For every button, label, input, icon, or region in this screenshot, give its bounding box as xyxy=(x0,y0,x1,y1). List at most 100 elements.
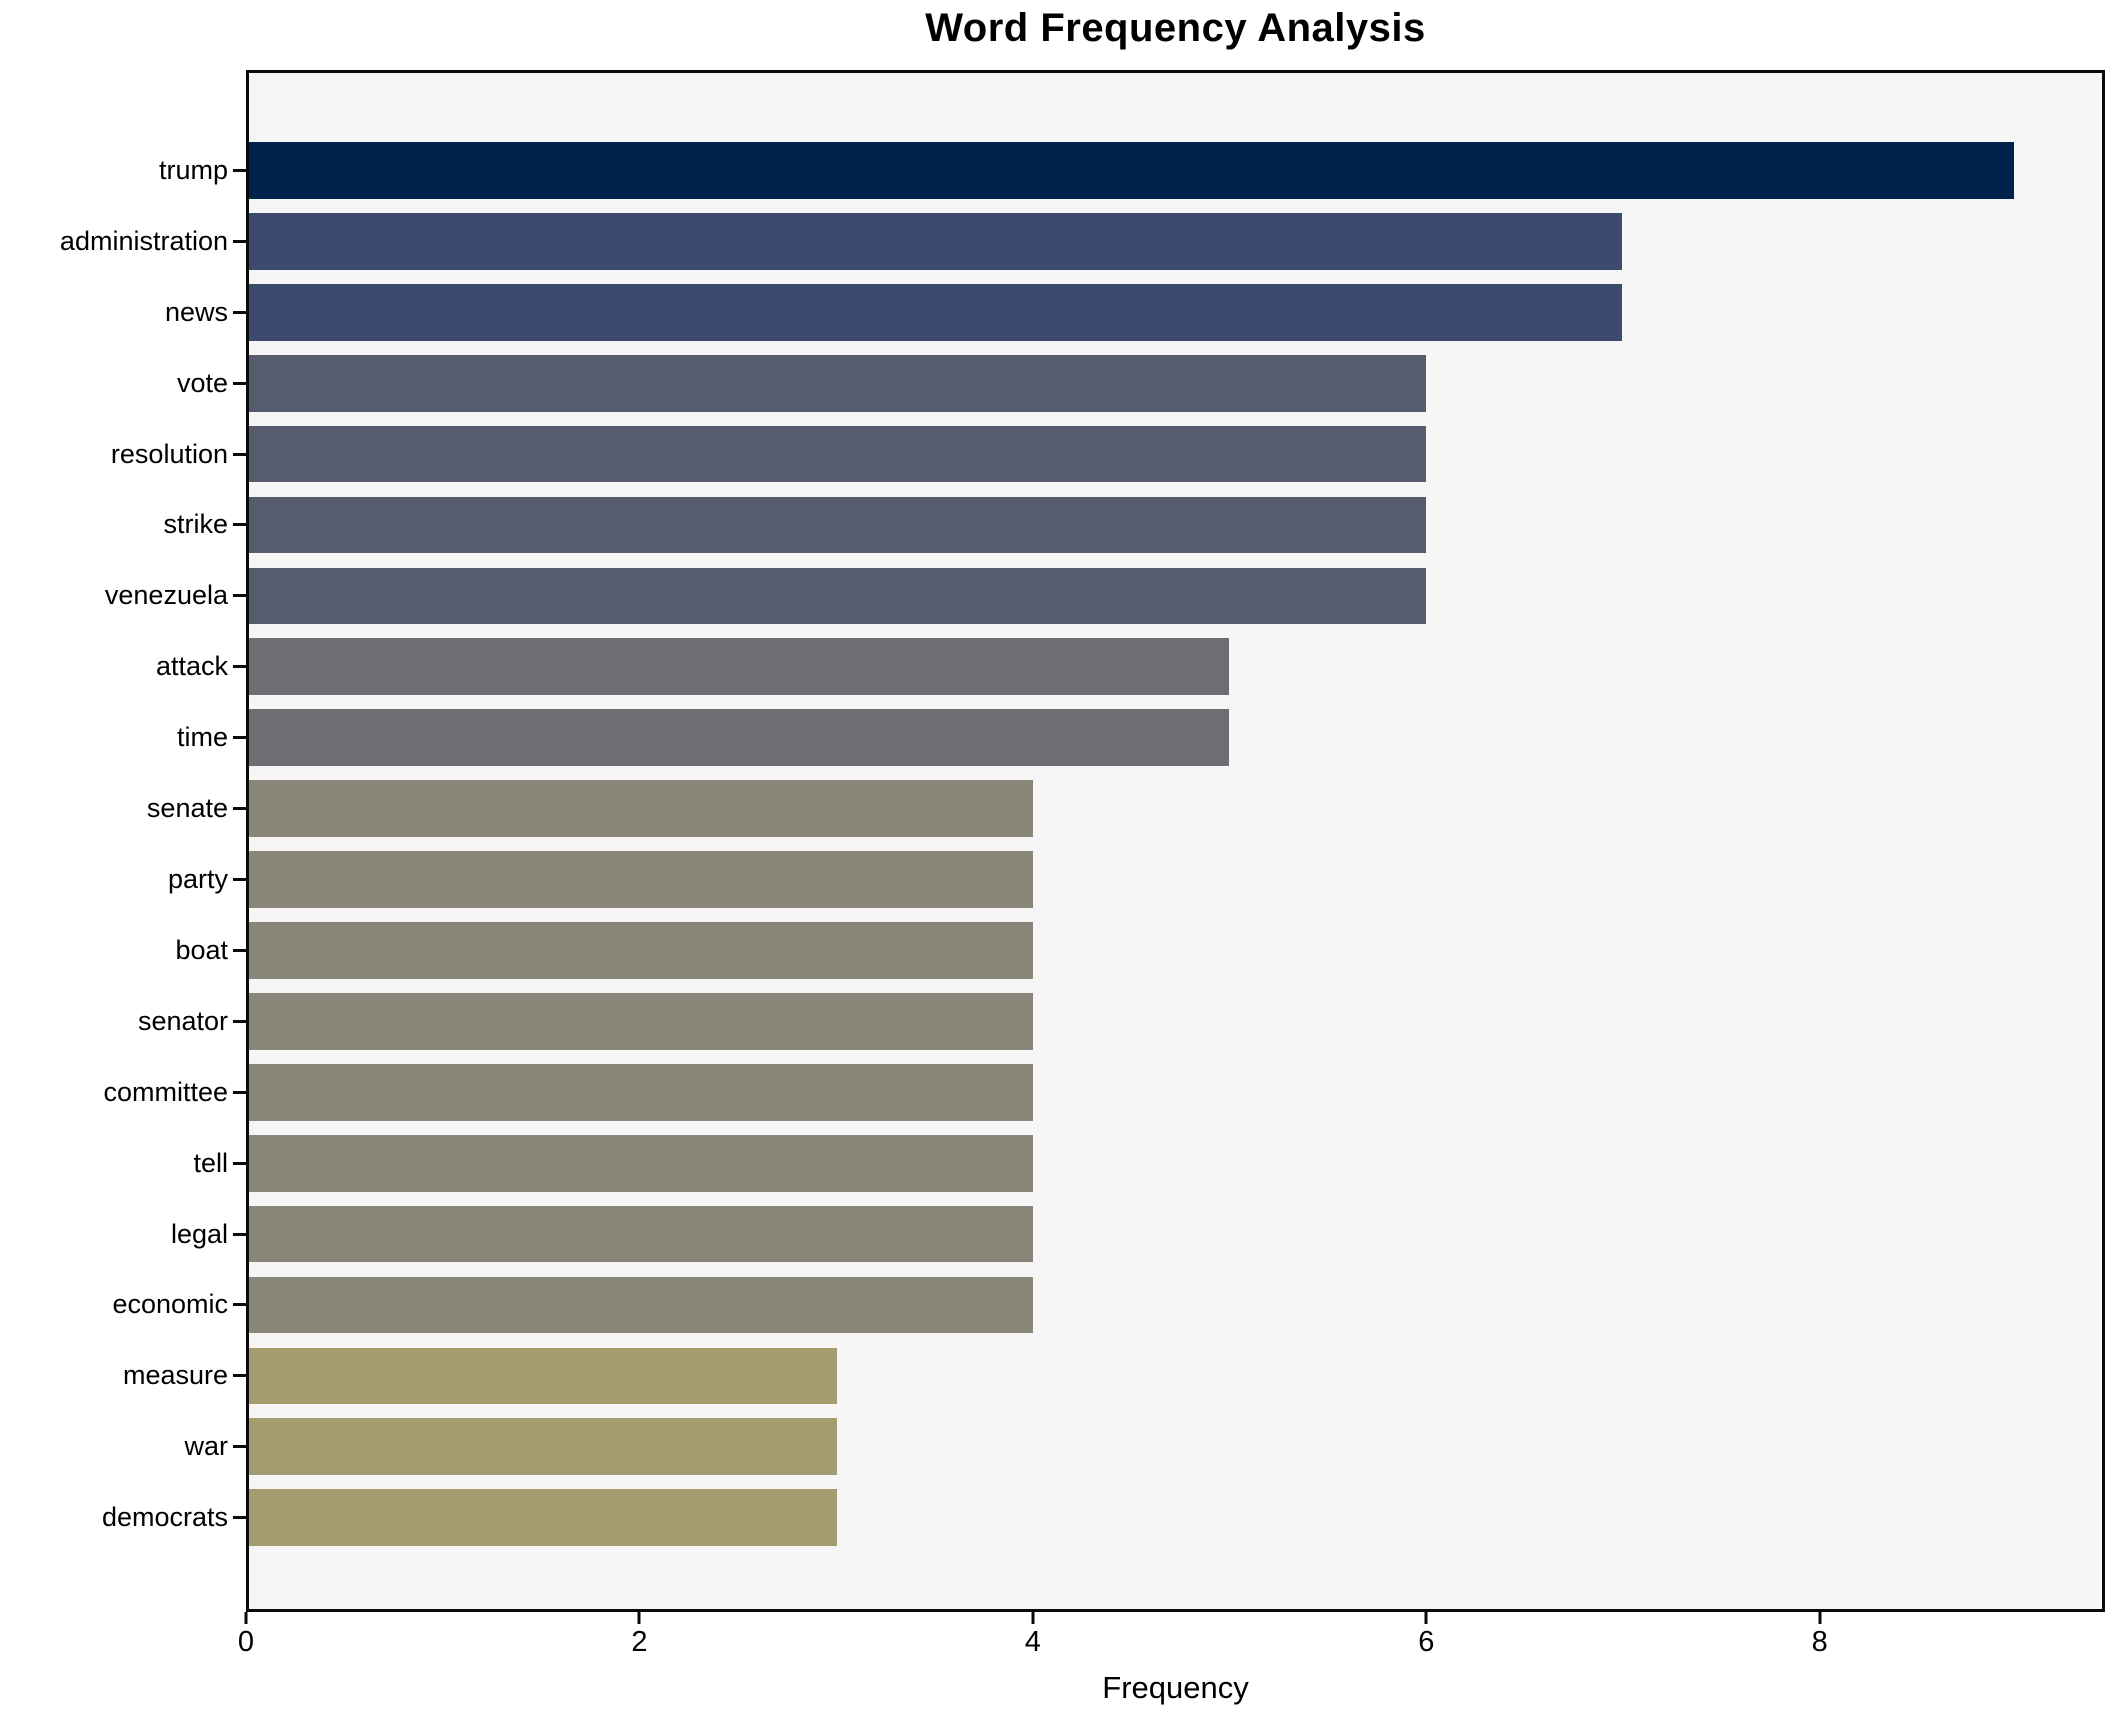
bar-row xyxy=(249,1411,2102,1482)
y-tick-label: time xyxy=(176,722,228,753)
bar-tell xyxy=(249,1134,1034,1192)
y-tick-mark xyxy=(233,1019,246,1023)
y-tick-label: strike xyxy=(163,509,228,540)
bar-row xyxy=(249,135,2102,206)
bar-time xyxy=(249,709,1230,767)
bar-row xyxy=(249,915,2102,986)
y-tick-mark xyxy=(233,665,246,669)
y-tick-mark xyxy=(233,381,246,385)
bar-row xyxy=(249,986,2102,1057)
bar-row xyxy=(249,1199,2102,1270)
y-tick-row xyxy=(233,915,246,986)
y-tick-label-row: democrats xyxy=(0,1482,230,1553)
y-tick-label: economic xyxy=(112,1289,228,1320)
x-tick-mark xyxy=(244,1612,248,1624)
y-tick-label: democrats xyxy=(101,1502,228,1533)
y-tick-mark xyxy=(233,310,246,314)
y-tick-label: attack xyxy=(155,651,228,682)
x-axis-tick-labels: 0 2 4 6 8 xyxy=(238,1626,2105,1662)
bar-row xyxy=(249,631,2102,702)
y-tick-row xyxy=(233,1199,246,1270)
y-tick-label: committee xyxy=(103,1076,228,1107)
bar-row xyxy=(249,348,2102,419)
y-tick-label-row: committee xyxy=(0,1057,230,1128)
y-tick-row xyxy=(233,702,246,773)
y-tick-row xyxy=(233,419,246,490)
y-tick-mark xyxy=(233,523,246,527)
y-tick-mark xyxy=(233,1161,246,1165)
y-tick-label-row: party xyxy=(0,844,230,915)
bar-measure xyxy=(249,1347,838,1405)
bar-row xyxy=(249,1340,2102,1411)
y-tick-mark xyxy=(233,1374,246,1378)
y-tick-row xyxy=(233,844,246,915)
y-tick-label: senate xyxy=(146,793,228,824)
y-tick-label-row: senate xyxy=(0,773,230,844)
bar-committee xyxy=(249,1063,1034,1121)
x-tick-label: 6 xyxy=(1418,1626,1435,1658)
bar-boat xyxy=(249,922,1034,979)
y-tick-label: resolution xyxy=(110,438,228,469)
bar-row xyxy=(249,702,2102,773)
bar-resolution xyxy=(249,425,1426,483)
bar-row xyxy=(249,419,2102,490)
y-tick-mark xyxy=(233,594,246,598)
y-tick-label-row: vote xyxy=(0,348,230,419)
y-tick-label: senator xyxy=(137,1005,228,1036)
bar-party xyxy=(249,851,1034,908)
y-tick-label-row: resolution xyxy=(0,419,230,490)
bar-row xyxy=(249,560,2102,631)
bar-legal xyxy=(249,1205,1034,1263)
y-tick-mark xyxy=(233,239,246,243)
x-axis-tick-marks xyxy=(244,1612,2105,1624)
y-tick-label-row: senator xyxy=(0,986,230,1057)
y-tick-mark xyxy=(233,1090,246,1094)
x-tick-mark xyxy=(1818,1612,1822,1624)
y-tick-label-row: attack xyxy=(0,631,230,702)
y-tick-label: measure xyxy=(122,1360,228,1391)
y-tick-label-row: trump xyxy=(0,135,230,206)
y-tick-label-row: tell xyxy=(0,1128,230,1199)
bar-attack xyxy=(249,638,1230,696)
x-tick-label: 2 xyxy=(631,1626,648,1658)
y-tick-label: boat xyxy=(175,934,228,965)
x-tick-mark xyxy=(637,1612,641,1624)
y-tick-mark xyxy=(233,1303,246,1307)
y-tick-row xyxy=(233,490,246,561)
bar-row xyxy=(249,490,2102,561)
y-tick-label: tell xyxy=(193,1147,228,1178)
y-tick-mark xyxy=(233,948,246,952)
y-tick-row xyxy=(233,1482,246,1553)
x-tick-label: 0 xyxy=(237,1626,255,1658)
y-tick-row xyxy=(233,135,246,206)
y-tick-mark xyxy=(233,1516,246,1520)
bars-layer xyxy=(249,73,2102,1609)
y-tick-label-row: news xyxy=(0,277,230,348)
y-tick-row xyxy=(233,986,246,1057)
y-tick-mark xyxy=(233,452,246,456)
y-tick-mark xyxy=(233,736,246,740)
y-tick-row xyxy=(233,631,246,702)
bar-news xyxy=(249,283,1622,341)
y-tick-label: trump xyxy=(158,154,228,185)
x-tick-label: 4 xyxy=(1024,1626,1041,1658)
bar-row xyxy=(249,1128,2102,1199)
bar-vote xyxy=(249,354,1426,412)
x-tick-label: 8 xyxy=(1811,1626,1828,1658)
bar-democrats xyxy=(249,1489,838,1547)
y-tick-label-row: legal xyxy=(0,1199,230,1270)
y-tick-row xyxy=(233,1128,246,1199)
y-tick-label-row: boat xyxy=(0,915,230,986)
y-tick-label: vote xyxy=(176,367,228,398)
y-tick-label: administration xyxy=(59,225,228,256)
y-tick-mark xyxy=(233,878,246,882)
y-tick-label-row: time xyxy=(0,702,230,773)
y-tick-label-row: administration xyxy=(0,206,230,277)
y-tick-row xyxy=(233,773,246,844)
y-tick-label: venezuela xyxy=(104,580,228,611)
x-tick-mark xyxy=(1031,1612,1035,1624)
y-tick-mark xyxy=(233,168,246,172)
bar-row xyxy=(249,206,2102,277)
bar-senate xyxy=(249,780,1034,837)
